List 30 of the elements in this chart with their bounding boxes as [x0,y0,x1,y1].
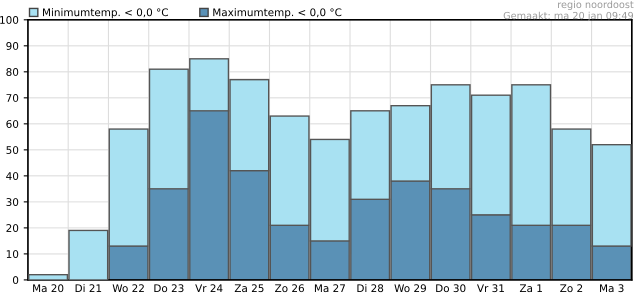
x-tick-label: Ma 3 [600,284,624,292]
x-tick-label: Ma 27 [314,284,345,292]
y-tick-label: 90 [6,42,18,50]
x-tick-label: Za 1 [520,284,542,292]
x-tick-label: Vr 31 [477,284,504,292]
y-tick-label: 50 [6,146,18,154]
legend-label: Minimumtemp. < 0,0 °C [43,8,168,18]
y-tick-label: 60 [6,120,18,128]
x-tick-label: Zo 2 [560,284,582,292]
y-tick-label: 100 [0,16,18,24]
x-tick-label: Di 21 [76,284,102,292]
x-tick-label: Vr 24 [195,284,223,292]
x-tick-label: Za 25 [234,284,264,292]
y-tick-label: 40 [6,172,18,180]
x-tick-label: Wo 22 [112,284,144,292]
y-tick-label: 30 [6,198,18,206]
y-tick-label: 0 [12,276,18,284]
x-tick-label: Ma 20 [33,284,64,292]
text: regio noordoost [558,0,634,10]
y-tick-label: 10 [6,250,18,258]
y-tick-label: 20 [6,224,18,232]
y-tick-label: 80 [6,68,18,76]
x-tick-label: Do 30 [436,284,466,292]
y-tick-label: 70 [6,94,18,102]
legend-label: Maximumtemp. < 0,0 °C [213,8,342,18]
x-tick-label: Wo 29 [394,284,426,292]
annotation: Gemaakt: ma 20 jan 09:49 [504,12,634,22]
x-tick-label: Do 23 [154,284,184,292]
x-tick-label: Di 28 [357,284,384,292]
x-tick-label: Zo 26 [275,284,304,292]
